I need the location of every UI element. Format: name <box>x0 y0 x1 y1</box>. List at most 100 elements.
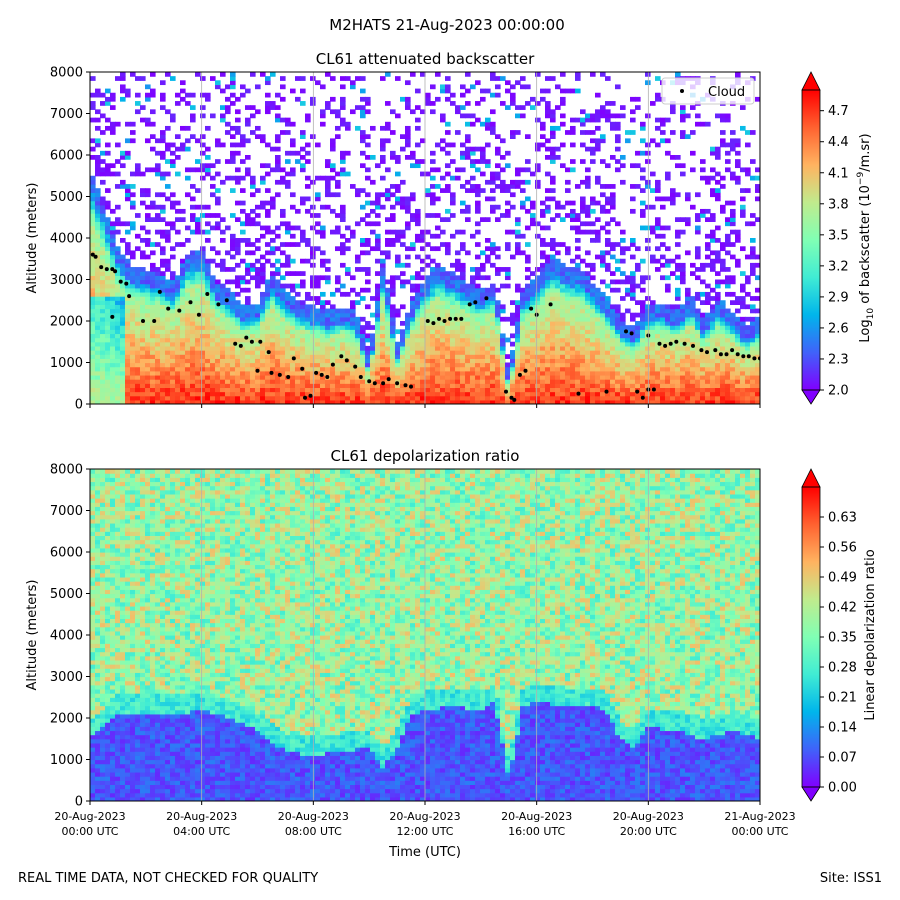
heatmap-cell <box>110 358 116 364</box>
heatmap-cell <box>340 105 346 110</box>
heatmap-cell <box>190 300 196 305</box>
heatmap-cell <box>150 109 156 115</box>
heatmap-cell <box>260 387 266 393</box>
heatmap-cell <box>380 283 386 289</box>
heatmap-cell <box>390 283 396 289</box>
heatmap-cell <box>465 337 471 343</box>
heatmap-cell <box>360 150 366 156</box>
heatmap-cell <box>550 238 556 243</box>
heatmap-cell <box>250 337 256 343</box>
heatmap-cell <box>475 362 481 368</box>
heatmap-cell <box>270 354 276 359</box>
heatmap-cell <box>440 312 446 318</box>
heatmap-cell <box>165 291 171 297</box>
heatmap-cell <box>505 150 511 156</box>
heatmap-cell <box>225 370 231 376</box>
heatmap-cell <box>450 354 456 359</box>
heatmap-cell <box>110 374 116 380</box>
heatmap-cell <box>610 200 616 206</box>
heatmap-cell <box>420 72 426 77</box>
heatmap-cell <box>190 308 196 314</box>
heatmap-cell <box>115 159 121 164</box>
heatmap-cell <box>130 300 136 305</box>
heatmap-cell <box>145 84 151 90</box>
heatmap-cell <box>225 300 231 305</box>
heatmap-cell <box>555 379 561 384</box>
heatmap-cell <box>575 354 581 359</box>
heatmap-cell <box>540 291 546 297</box>
heatmap-cell <box>550 134 556 139</box>
heatmap-cell <box>580 312 586 318</box>
heatmap-cell <box>360 287 366 293</box>
heatmap-cell <box>110 208 116 214</box>
heatmap-cell <box>610 279 616 285</box>
heatmap-cell <box>635 262 641 268</box>
heatmap-cell <box>115 300 121 305</box>
heatmap-cell <box>655 387 661 393</box>
heatmap-cell <box>260 200 266 206</box>
heatmap-cell <box>220 383 226 388</box>
heatmap-cell <box>520 333 526 339</box>
heatmap-cell <box>560 341 566 347</box>
heatmap-cell <box>505 391 511 397</box>
heatmap-cell <box>520 296 526 301</box>
heatmap-cell <box>510 350 516 355</box>
heatmap-cell <box>95 221 101 227</box>
heatmap-cell <box>655 76 661 81</box>
heatmap-cell <box>390 238 396 243</box>
heatmap-cell <box>250 275 256 281</box>
heatmap-cell <box>525 383 531 388</box>
heatmap-cell <box>600 304 606 310</box>
heatmap-cell <box>460 358 466 364</box>
heatmap-cell <box>130 279 136 285</box>
heatmap-cell <box>285 337 291 343</box>
heatmap-cell <box>535 383 541 388</box>
heatmap-cell <box>255 279 261 285</box>
heatmap-cell <box>170 200 176 206</box>
heatmap-cell <box>665 312 671 318</box>
heatmap-cell <box>435 387 441 393</box>
heatmap-cell <box>235 283 241 289</box>
heatmap-cell <box>290 374 296 380</box>
heatmap-cell <box>145 92 151 98</box>
heatmap-cell <box>195 337 201 343</box>
heatmap-cell <box>230 175 236 181</box>
heatmap-cell <box>500 399 506 404</box>
heatmap-cell <box>240 208 246 214</box>
heatmap-cell <box>250 370 256 376</box>
heatmap-cell <box>435 271 441 276</box>
heatmap-cell <box>615 267 621 272</box>
heatmap-cell <box>340 308 346 314</box>
heatmap-cell <box>550 254 556 260</box>
heatmap-cell <box>185 138 191 144</box>
heatmap-cell <box>235 130 241 135</box>
heatmap-cell <box>410 341 416 347</box>
heatmap-cell <box>210 246 216 252</box>
heatmap-cell <box>555 312 561 318</box>
heatmap-cell <box>280 391 286 397</box>
heatmap-cell <box>275 271 281 276</box>
heatmap-cell <box>330 370 336 376</box>
heatmap-cell <box>340 101 346 106</box>
heatmap-cell <box>640 208 646 214</box>
heatmap-cell <box>295 300 301 305</box>
heatmap-cell <box>490 350 496 355</box>
heatmap-cell <box>170 300 176 305</box>
heatmap-cell <box>375 374 381 380</box>
heatmap-cell <box>295 395 301 401</box>
heatmap-cell <box>460 362 466 368</box>
heatmap-cell <box>95 333 101 339</box>
heatmap-cell <box>110 258 116 264</box>
heatmap-cell <box>665 308 671 314</box>
heatmap-cell <box>250 316 256 322</box>
heatmap-cell <box>205 92 211 98</box>
heatmap-cell <box>590 362 596 368</box>
heatmap-cell <box>385 370 391 376</box>
heatmap-cell <box>280 383 286 388</box>
heatmap-cell <box>575 291 581 297</box>
heatmap-cell <box>110 287 116 293</box>
heatmap-cell <box>145 387 151 393</box>
heatmap-cell <box>275 304 281 310</box>
heatmap-cell <box>260 316 266 322</box>
heatmap-cell <box>200 275 206 281</box>
